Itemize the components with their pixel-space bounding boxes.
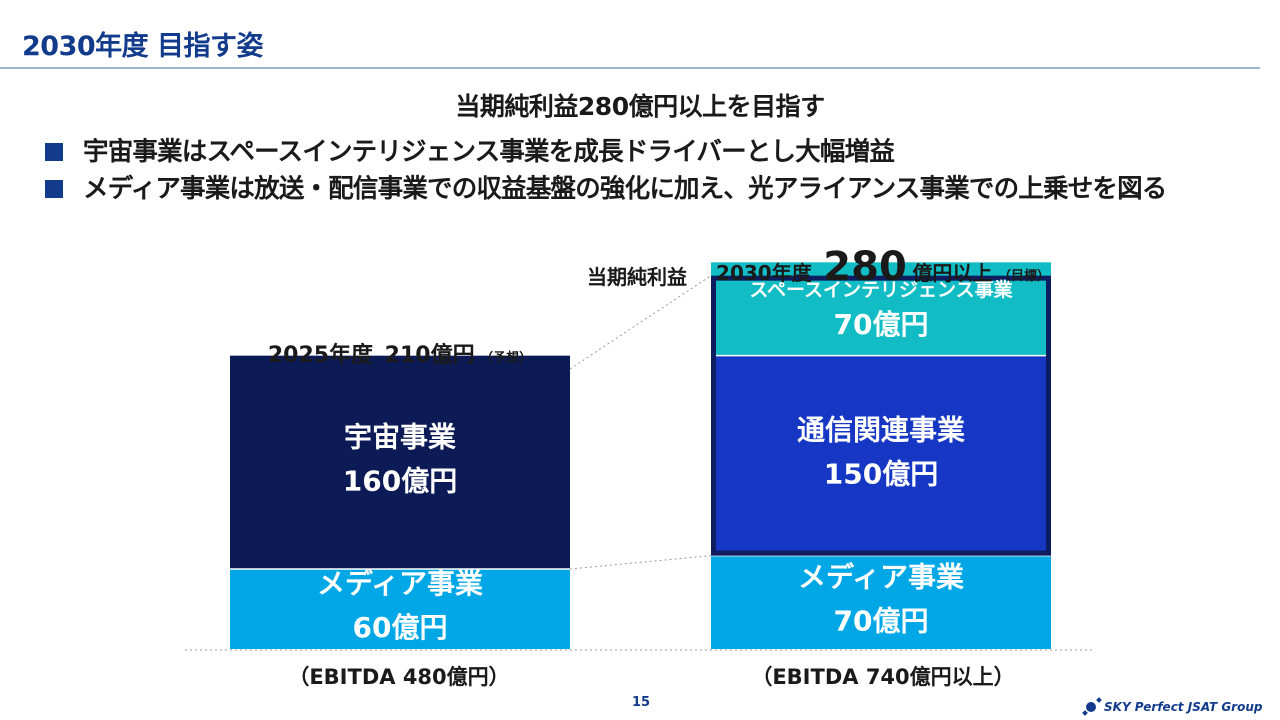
bar-segment (230, 569, 570, 649)
company-logo: SKY Perfect JSAT Group (1082, 697, 1263, 716)
chart-guides (185, 275, 1095, 651)
segment-name-label: メディア事業 (317, 567, 483, 600)
category-label-2030: 2030年度 280 億円以上 （目標） (716, 244, 1050, 290)
category-note: （目標） (998, 268, 1050, 284)
category-year: 2025年度 (268, 342, 374, 368)
bullet-text: メディア事業は放送・配信事業での収益基盤の強化に加え、光アライアンス事業での上乗… (83, 174, 1167, 204)
page-title: 2030年度 目指す姿 (22, 31, 264, 62)
segment-value-label: 70億円 (834, 604, 929, 637)
bar-segment (711, 355, 1051, 556)
segment-name-label: メディア事業 (798, 560, 964, 593)
segment-value-label: 70億円 (834, 308, 929, 341)
connector-line-total (569, 275, 712, 370)
y-axis-label: 当期純利益 (587, 265, 687, 289)
ebitda-note-2030: （EBITDA 740億円以上） (751, 665, 1014, 689)
bar-segment (230, 355, 570, 569)
category-amount: 210億円 (385, 342, 475, 368)
square-bullet-icon (45, 180, 63, 198)
category-label-2025: 2025年度 210億円 （予想） (268, 342, 532, 368)
category-amount: 280 (823, 244, 907, 290)
segment-labels: メディア事業60億円宇宙事業160億円メディア事業70億円通信関連事業150億円… (317, 278, 1014, 644)
ebitda-note-2025: （EBITDA 480億円） (288, 665, 509, 689)
bullet-list: 宇宙事業はスペースインテリジェンス事業を成長ドライバーとし大幅増益 メディア事業… (45, 135, 1265, 209)
target-frame (711, 275, 1051, 556)
page-number: 15 (632, 695, 650, 710)
title-divider (0, 67, 1260, 69)
segment-value-label: 60億円 (353, 611, 448, 644)
logo-text: SKY Perfect JSAT Group (1104, 700, 1263, 714)
headline: 当期純利益280億円以上を目指す (455, 92, 825, 121)
bar-segment (711, 555, 1051, 649)
segment-name-label: スペースインテリジェンス事業 (749, 278, 1013, 301)
bullet-item: 宇宙事業はスペースインテリジェンス事業を成長ドライバーとし大幅増益 (45, 135, 1265, 170)
segment-name-label: 通信関連事業 (797, 414, 965, 447)
connector-line-media (569, 555, 712, 570)
bullet-item: メディア事業は放送・配信事業での収益基盤の強化に加え、光アライアンス事業での上乗… (45, 172, 1265, 207)
segment-name-label: 宇宙事業 (344, 420, 456, 453)
category-year: 2030年度 (716, 261, 813, 285)
satellite-logo-icon (1082, 697, 1102, 716)
bar-segments (230, 262, 1051, 649)
segment-value-label: 160億円 (343, 464, 457, 497)
bullet-text: 宇宙事業はスペースインテリジェンス事業を成長ドライバーとし大幅増益 (83, 137, 895, 167)
category-amount-suffix: 億円以上 (912, 261, 992, 285)
square-bullet-icon (45, 143, 63, 161)
category-note: （予想） (480, 350, 532, 366)
segment-value-label: 150億円 (824, 458, 938, 491)
